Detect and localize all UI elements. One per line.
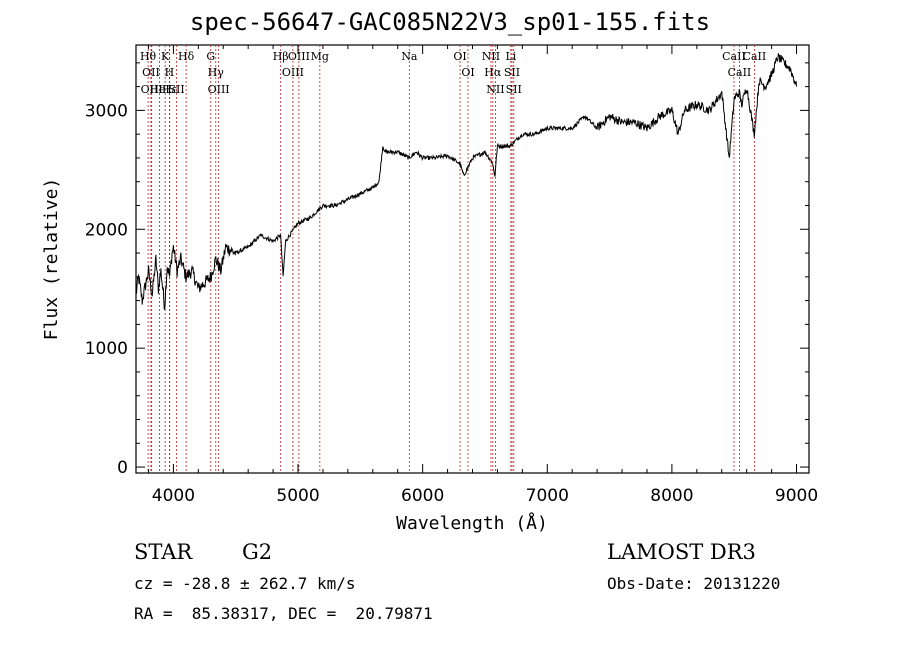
- line-label: Hε: [162, 83, 178, 96]
- line-label: SII: [169, 83, 185, 96]
- line-label: OIII: [141, 83, 163, 96]
- line-label: Hβ: [273, 50, 289, 63]
- line-label: OI: [461, 66, 474, 79]
- line-label: CaII: [728, 66, 752, 79]
- x-tick-label: 9000: [775, 486, 818, 506]
- x-tick-label: 4000: [152, 486, 195, 506]
- line-label: K: [161, 50, 170, 63]
- object-class: STAR: [134, 540, 193, 564]
- x-tick-label: 7000: [526, 486, 569, 506]
- line-label: OII: [142, 66, 160, 79]
- object-subclass: G2: [242, 540, 273, 564]
- line-label: OIII: [208, 83, 230, 96]
- line-label: Hα: [484, 66, 502, 79]
- redshift-velocity: cz = -28.8 ± 262.7 km/s: [134, 574, 356, 593]
- line-label: OIII: [282, 66, 304, 79]
- line-label: Hγ: [208, 66, 225, 79]
- line-label: OI: [453, 50, 466, 63]
- line-label: Hθ: [140, 50, 157, 63]
- line-label: NII: [486, 83, 504, 96]
- y-axis-label: Flux (relative): [41, 178, 62, 341]
- y-tick-label: 2000: [85, 220, 128, 240]
- line-label: SII: [504, 66, 520, 79]
- line-label: OIII: [288, 50, 310, 63]
- survey-label: LAMOST DR3: [607, 540, 756, 564]
- y-tick-label: 1000: [85, 339, 128, 359]
- x-tick-label: 8000: [650, 486, 693, 506]
- spectrum-line: [135, 53, 797, 310]
- line-label: H: [165, 66, 175, 79]
- chart-title: spec-56647-GAC085N22V3_sp01-155.fits: [189, 8, 711, 36]
- line-label: NII: [482, 50, 500, 63]
- line-label: SII: [506, 83, 522, 96]
- x-tick-label: 6000: [401, 486, 444, 506]
- line-label: Na: [401, 50, 418, 63]
- line-markers: [147, 45, 755, 473]
- y-tick-label: 3000: [85, 101, 128, 121]
- line-label: CaII: [722, 50, 746, 63]
- line-label: Mg: [311, 50, 329, 63]
- line-label: Hδ: [178, 50, 195, 63]
- line-label: HeI: [149, 83, 169, 96]
- axis-ticks: 4000 5000 6000 7000 8000 9000 0 1000 2000 3000: [85, 45, 818, 506]
- x-tick-label: 5000: [276, 486, 319, 506]
- line-label: Li: [505, 50, 516, 63]
- observation-date: Obs-Date: 20131220: [607, 574, 781, 593]
- line-label: G: [206, 50, 215, 63]
- coordinates: RA = 85.38317, DEC = 20.79871: [134, 604, 433, 623]
- y-tick-label: 0: [117, 458, 128, 478]
- x-axis-label: Wavelength (Å): [396, 512, 548, 534]
- line-label: CaII: [743, 50, 767, 63]
